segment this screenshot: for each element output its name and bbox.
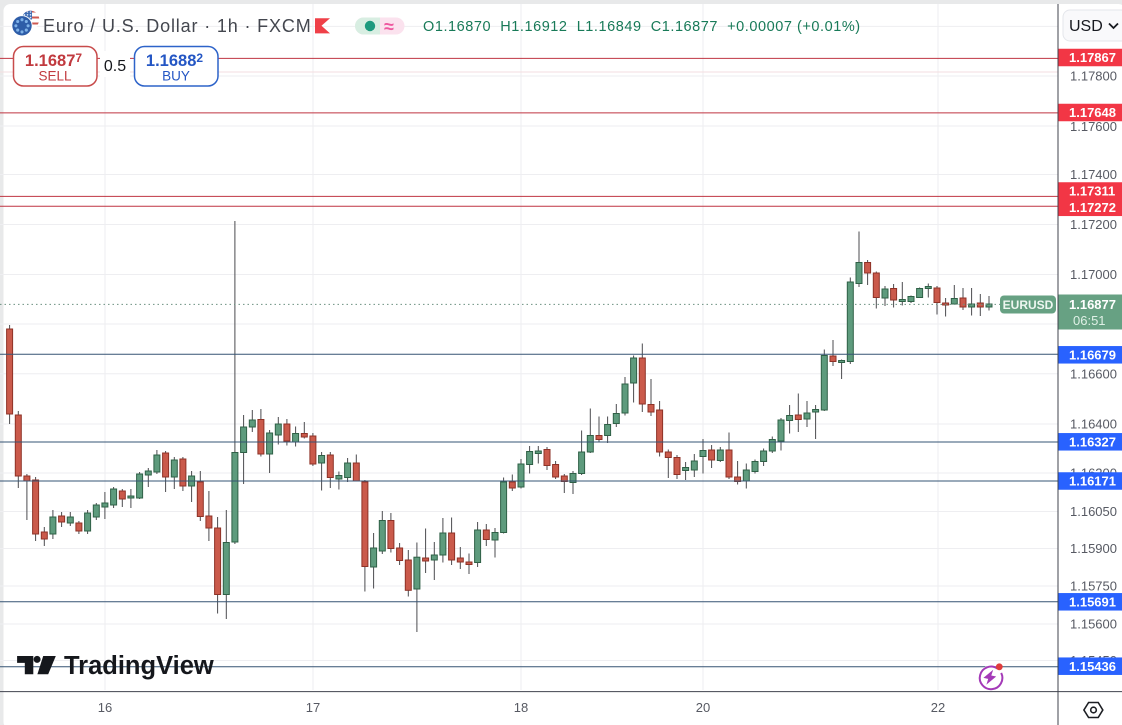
svg-text:1.15750: 1.15750 <box>1070 579 1117 594</box>
svg-text:1.16877: 1.16877 <box>1069 297 1116 312</box>
svg-text:1.16327: 1.16327 <box>1069 434 1116 449</box>
svg-text:1.16050: 1.16050 <box>1070 504 1117 519</box>
svg-text:SELL: SELL <box>38 69 72 84</box>
svg-text:1.17867: 1.17867 <box>1069 50 1116 65</box>
svg-text:1.16400: 1.16400 <box>1070 417 1117 432</box>
svg-text:1.17400: 1.17400 <box>1070 167 1117 182</box>
svg-text:22: 22 <box>931 700 945 715</box>
svg-text:1.16600: 1.16600 <box>1070 366 1117 381</box>
svg-text:1.15600: 1.15600 <box>1070 617 1117 632</box>
svg-text:1.16882: 1.16882 <box>146 51 203 70</box>
svg-text:≈: ≈ <box>384 17 394 37</box>
svg-text:1.15436: 1.15436 <box>1069 659 1116 674</box>
svg-text:1.16877: 1.16877 <box>25 51 82 70</box>
svg-text:1.16171: 1.16171 <box>1069 474 1116 489</box>
svg-text:1.15900: 1.15900 <box>1070 541 1117 556</box>
svg-text:1.17600: 1.17600 <box>1070 119 1117 134</box>
svg-text:18: 18 <box>514 700 528 715</box>
svg-text:1.17648: 1.17648 <box>1069 105 1116 120</box>
svg-text:USD: USD <box>1069 18 1103 35</box>
svg-text:BUY: BUY <box>162 69 190 84</box>
svg-text:1.17272: 1.17272 <box>1069 200 1116 215</box>
svg-text:16: 16 <box>98 700 112 715</box>
svg-text:1.16679: 1.16679 <box>1069 347 1116 362</box>
svg-text:20: 20 <box>696 700 710 715</box>
svg-text:O1.16870 H1.16912 L1.16849: O1.16870 H1.16912 L1.16849 C1.16877 +0.0… <box>423 19 861 35</box>
svg-text:06:51: 06:51 <box>1073 313 1106 328</box>
svg-text:EURUSD: EURUSD <box>1003 298 1054 312</box>
svg-text:1.17200: 1.17200 <box>1070 217 1117 232</box>
svg-text:Euro / U.S. Dollar · 1h · FXCM: Euro / U.S. Dollar · 1h · FXCM <box>43 16 312 36</box>
svg-text:17: 17 <box>306 700 320 715</box>
svg-text:1.15691: 1.15691 <box>1069 594 1116 609</box>
svg-text:1.17800: 1.17800 <box>1070 69 1117 84</box>
svg-text:1.17000: 1.17000 <box>1070 267 1117 282</box>
svg-text:TradingView: TradingView <box>64 652 214 680</box>
svg-text:0.5: 0.5 <box>104 58 126 75</box>
svg-text:1.17311: 1.17311 <box>1069 184 1115 199</box>
